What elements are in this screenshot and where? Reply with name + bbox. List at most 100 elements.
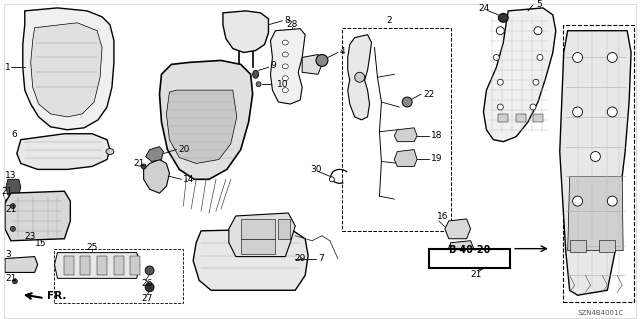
Text: 30: 30 (310, 165, 321, 174)
Bar (499, 114, 508, 122)
Polygon shape (271, 29, 305, 104)
Bar (114, 256, 124, 275)
Ellipse shape (282, 40, 288, 45)
Ellipse shape (12, 279, 17, 284)
Bar (80, 256, 90, 275)
Polygon shape (447, 241, 474, 263)
Bar (130, 256, 140, 275)
Ellipse shape (607, 196, 617, 206)
Ellipse shape (573, 53, 582, 63)
Ellipse shape (10, 226, 15, 231)
Text: 2: 2 (387, 16, 392, 25)
Polygon shape (5, 256, 38, 272)
Ellipse shape (493, 55, 499, 60)
Ellipse shape (282, 76, 288, 81)
Text: 29: 29 (294, 254, 306, 263)
Polygon shape (29, 219, 40, 231)
Polygon shape (394, 150, 417, 167)
Text: 5: 5 (536, 0, 541, 10)
Ellipse shape (497, 27, 504, 35)
Polygon shape (445, 219, 470, 239)
Text: 21: 21 (5, 274, 17, 283)
Text: 8: 8 (284, 16, 290, 25)
Text: 21: 21 (5, 204, 17, 213)
Ellipse shape (6, 199, 10, 204)
Text: 4: 4 (340, 47, 346, 56)
Text: 21: 21 (1, 187, 12, 196)
Polygon shape (23, 8, 114, 130)
Polygon shape (483, 8, 556, 142)
Text: 18: 18 (431, 131, 442, 140)
Polygon shape (229, 213, 295, 256)
Polygon shape (166, 90, 237, 163)
Ellipse shape (573, 196, 582, 206)
Text: 1: 1 (5, 63, 11, 72)
Polygon shape (348, 35, 371, 120)
Text: B-40-20: B-40-20 (449, 245, 491, 255)
Polygon shape (394, 128, 417, 142)
Bar (342, 28, 451, 231)
Text: 27: 27 (141, 294, 153, 303)
Text: 14: 14 (183, 175, 195, 184)
Text: 6: 6 (11, 130, 17, 139)
Bar (97, 256, 107, 275)
Ellipse shape (607, 107, 617, 117)
Polygon shape (600, 240, 615, 252)
Ellipse shape (253, 70, 259, 78)
Ellipse shape (607, 53, 617, 63)
Ellipse shape (497, 104, 503, 110)
Polygon shape (146, 147, 163, 161)
Polygon shape (31, 23, 102, 117)
Bar (278, 219, 291, 239)
Ellipse shape (282, 64, 288, 69)
Text: 20: 20 (179, 145, 189, 154)
Polygon shape (5, 191, 70, 241)
Text: SZN4B4001C: SZN4B4001C (577, 310, 624, 316)
Ellipse shape (256, 82, 261, 87)
Bar (533, 114, 543, 122)
Polygon shape (568, 176, 623, 251)
Ellipse shape (497, 79, 503, 85)
Bar (54, 249, 183, 303)
Text: 22: 22 (423, 90, 435, 99)
Text: 23: 23 (25, 232, 36, 241)
Polygon shape (54, 253, 140, 278)
Text: 26: 26 (141, 279, 153, 288)
Text: 21: 21 (134, 159, 145, 168)
Bar (241, 239, 275, 254)
Ellipse shape (402, 97, 412, 107)
Ellipse shape (316, 55, 328, 66)
Polygon shape (17, 134, 110, 169)
Polygon shape (560, 31, 631, 295)
Ellipse shape (141, 164, 146, 169)
Text: 24: 24 (479, 4, 490, 13)
Text: 19: 19 (431, 154, 442, 163)
Ellipse shape (533, 79, 539, 85)
Polygon shape (143, 160, 170, 193)
Text: FR.: FR. (47, 291, 66, 301)
Bar (516, 114, 526, 122)
Ellipse shape (530, 104, 536, 110)
Text: 28: 28 (287, 20, 298, 29)
Polygon shape (223, 11, 269, 53)
Ellipse shape (478, 265, 483, 270)
Ellipse shape (499, 13, 508, 22)
Ellipse shape (355, 72, 365, 82)
Ellipse shape (282, 88, 288, 93)
Ellipse shape (591, 152, 600, 161)
FancyBboxPatch shape (429, 249, 510, 269)
Text: 16: 16 (437, 212, 449, 221)
Ellipse shape (537, 55, 543, 60)
Text: 25: 25 (86, 243, 98, 252)
Text: 13: 13 (5, 171, 17, 180)
Ellipse shape (330, 177, 334, 182)
Text: 3: 3 (5, 250, 11, 259)
Text: 10: 10 (277, 80, 289, 89)
Ellipse shape (106, 149, 114, 154)
Text: 15: 15 (35, 239, 46, 248)
Ellipse shape (145, 283, 154, 292)
Polygon shape (159, 60, 253, 179)
Ellipse shape (573, 107, 582, 117)
Polygon shape (6, 179, 21, 195)
Polygon shape (302, 55, 322, 74)
